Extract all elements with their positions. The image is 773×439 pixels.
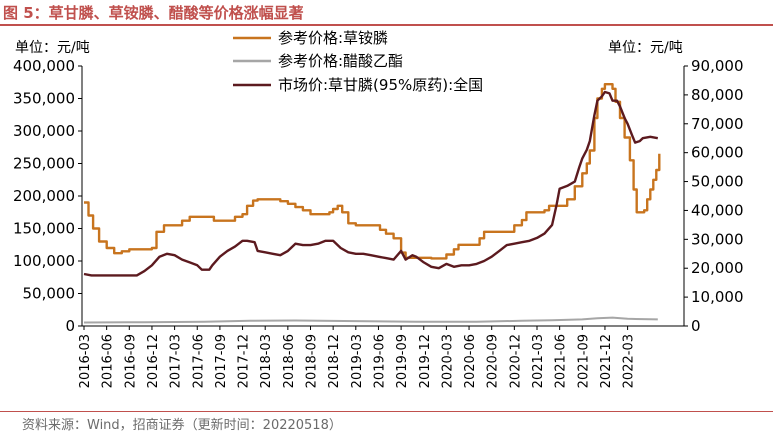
x-tick-label: 2019-06 [372,334,387,388]
left-tick-label: 200,000 [13,187,75,205]
left-tick-label: 400,000 [13,57,75,75]
left-tick-label: 300,000 [13,122,75,140]
x-tick-label: 2021-03 [531,334,546,388]
x-tick-label: 2016-09 [123,334,138,388]
x-tick-label: 2016-06 [101,334,116,388]
series-line-3 [83,90,659,277]
x-tick-label: 2022-03 [622,334,637,388]
x-tick-label: 2019-03 [350,334,365,388]
right-tick-label: 20,000 [691,259,744,277]
series-line-2 [83,316,658,324]
x-tick-label: 2016-12 [146,334,161,388]
left-tick-label: 150,000 [13,220,75,238]
x-tick-label: 2018-09 [305,334,320,388]
x-tick-label: 2017-12 [237,334,252,388]
right-tick-label: 0 [691,317,701,335]
right-tick-label: 60,000 [691,144,744,162]
x-tick-label: 2021-12 [599,334,614,388]
x-tick-label: 2021-06 [554,334,569,388]
right-tick-label: 50,000 [691,173,744,191]
x-tick-label: 2018-12 [327,334,342,388]
x-tick-label: 2019-12 [418,334,433,388]
axes: 0 50,000 100,000 150,000 200,000 250,000 300,0… [13,57,744,388]
right-tick-label: 90,000 [691,57,744,75]
x-tick-label: 2016-03 [78,334,93,388]
series-line-1 [84,83,661,260]
right-tick-label: 30,000 [691,230,744,248]
x-tick-label: 2017-09 [214,334,229,388]
left-tick-label: 250,000 [13,155,75,173]
right-unit-label: 单位：元/吨 [608,40,683,56]
x-tick-label: 2020-03 [440,334,455,388]
left-tick-label: 0 [65,317,75,335]
x-tick-label: 2021-09 [576,334,591,388]
right-tick-label: 10,000 [691,288,744,306]
right-tick-label: 40,000 [691,201,744,219]
x-tick-label: 2020-06 [463,334,478,388]
x-tick-label: 2018-06 [282,334,297,388]
plot-area [83,83,661,324]
legend-label-2: 参考价格:醋酸乙酯 [278,52,403,70]
left-tick-label: 100,000 [13,252,75,270]
left-tick-label: 350,000 [13,90,75,108]
legend-label-1: 参考价格:草铵膦 [278,29,388,47]
x-tick-label: 2020-12 [508,334,523,388]
x-tick-label: 2019-09 [395,334,410,388]
source-note: 资料来源：Wind，招商证券（更新时间：20220518） [22,418,342,433]
x-tick-label: 2017-06 [191,334,206,388]
x-tick-label: 2018-03 [259,334,274,388]
right-tick-label: 80,000 [691,86,744,104]
source-rule [0,411,773,412]
right-tick-label: 70,000 [691,115,744,133]
x-tick-label: 2020-09 [486,334,501,388]
left-unit-label: 单位：元/吨 [15,40,90,56]
legend-label-3: 市场价:草甘膦(95%原药):全国 [278,76,483,94]
line-chart: 单位：元/吨 单位：元/吨 0 50,000 100,000 150,000 200,0… [13,29,744,388]
figure-title: 图 5：草甘膦、草铵膦、醋酸等价格涨幅显著 [3,4,304,22]
left-tick-label: 50,000 [23,285,76,303]
x-tick-label: 2017-03 [169,334,184,388]
title-rule [0,24,773,26]
